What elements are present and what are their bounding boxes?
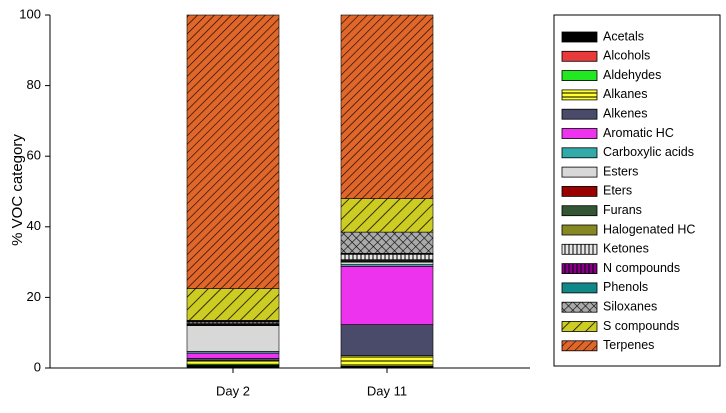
- legend-swatch: [562, 148, 597, 158]
- bar-segment: [341, 266, 433, 324]
- legend-swatch: [562, 51, 597, 61]
- legend-hatch: [562, 302, 597, 312]
- x-tick-label: Day 11: [367, 383, 407, 398]
- legend-swatch: [562, 167, 597, 177]
- legend-hatch: [562, 341, 597, 351]
- bar-hatch: [187, 289, 279, 321]
- y-tick-label: 20: [27, 289, 41, 304]
- legend-swatch: [562, 225, 597, 235]
- legend-swatch: [562, 129, 597, 139]
- legend-label: Phenols: [603, 280, 648, 294]
- legend-label: Alkenes: [603, 106, 647, 120]
- bar-hatch: [341, 254, 433, 259]
- legend-swatch: [562, 109, 597, 119]
- bar-hatch: [187, 15, 279, 289]
- bar-hatch: [187, 361, 279, 365]
- legend-label: Carboxylic acids: [603, 145, 694, 159]
- legend-label: Acetals: [603, 29, 644, 43]
- bar-segment: [341, 262, 433, 264]
- x-tick-label: Day 2: [216, 383, 250, 398]
- bar-segment: [341, 325, 433, 356]
- y-tick-label: 100: [19, 6, 41, 21]
- bar-hatch: [341, 232, 433, 253]
- legend-label: Terpenes: [603, 338, 654, 352]
- y-tick-label: 80: [27, 77, 41, 92]
- y-tick-label: 40: [27, 218, 41, 233]
- legend-swatch: [562, 186, 597, 196]
- bar-hatch: [341, 199, 433, 233]
- legend-label: Alkanes: [603, 87, 647, 101]
- legend-hatch: [562, 244, 597, 254]
- legend-label: Alcohols: [603, 49, 650, 63]
- legend-label: N compounds: [603, 261, 680, 275]
- legend-swatch: [562, 206, 597, 216]
- bar-hatch: [341, 356, 433, 367]
- y-tick-label: 60: [27, 148, 41, 163]
- bar-segment: [187, 366, 279, 368]
- legend-label: Siloxanes: [603, 299, 657, 313]
- y-tick-label: 0: [34, 359, 41, 374]
- bar-hatch: [341, 15, 433, 199]
- legend-label: Esters: [603, 164, 638, 178]
- legend-label: Eters: [603, 184, 632, 198]
- legend-hatch: [562, 90, 597, 100]
- legend-hatch: [562, 264, 597, 274]
- legend-hatch: [562, 322, 597, 332]
- y-axis-label: % VOC category: [9, 134, 26, 246]
- legend-label: Ketones: [603, 242, 649, 256]
- legend-swatch: [562, 32, 597, 42]
- legend-label: Aldehydes: [603, 68, 661, 82]
- legend-label: S compounds: [603, 319, 679, 333]
- legend-swatch: [562, 71, 597, 81]
- legend-label: Furans: [603, 203, 642, 217]
- legend-swatch: [562, 283, 597, 293]
- legend-label: Halogenated HC: [603, 222, 695, 236]
- bar-segment: [187, 326, 279, 352]
- bar-segment: [187, 358, 279, 360]
- bar-segment: [187, 353, 279, 358]
- legend-label: Aromatic HC: [603, 126, 674, 140]
